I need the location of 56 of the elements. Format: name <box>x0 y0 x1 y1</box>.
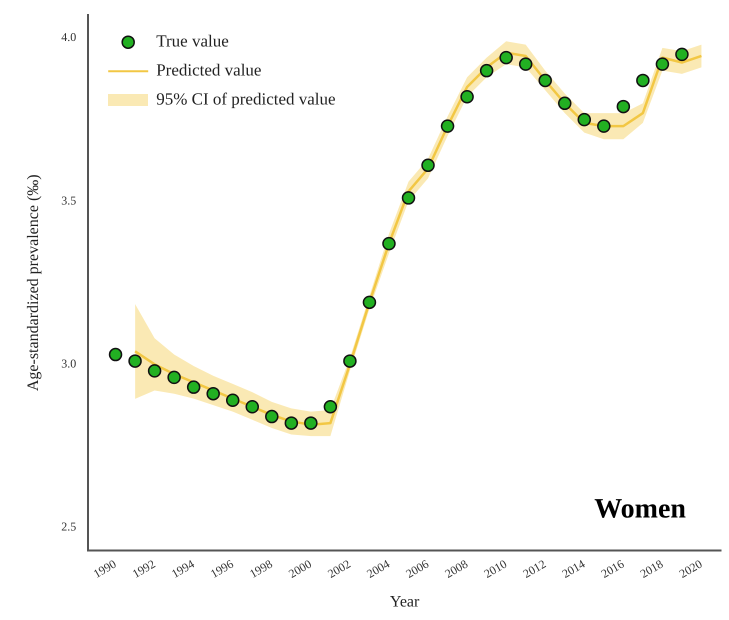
point <box>362 296 376 310</box>
x-tick-label: 2020 <box>676 556 705 581</box>
x-tick-label: 2016 <box>598 556 626 581</box>
point <box>440 119 454 133</box>
point <box>636 74 650 88</box>
point <box>480 64 494 78</box>
point <box>246 400 260 414</box>
legend-label: Predicted value <box>156 60 262 80</box>
x-tick-label: 2004 <box>364 556 392 581</box>
point <box>186 380 200 394</box>
x-tick-label: 1994 <box>168 556 197 581</box>
x-tick-label: 1996 <box>208 556 236 581</box>
point <box>558 96 572 110</box>
x-axis-title: Year <box>390 594 420 611</box>
point <box>304 416 318 430</box>
x-tick-label: 2002 <box>325 556 353 581</box>
point <box>538 74 552 88</box>
point <box>382 236 396 250</box>
point <box>265 410 279 424</box>
x-tick-label: 2008 <box>442 556 470 581</box>
y-tick-label: 2.5 <box>61 520 76 534</box>
point <box>128 354 142 368</box>
point <box>343 354 357 368</box>
x-tick-label: 1990 <box>90 556 119 581</box>
point <box>578 112 592 126</box>
x-tick-label: 2010 <box>481 556 510 581</box>
point <box>616 100 630 114</box>
x-tick-label: 2000 <box>286 556 314 581</box>
point <box>167 370 181 384</box>
point <box>421 158 435 172</box>
annotation: 95% CI of predicted value <box>156 90 336 109</box>
point <box>597 119 611 133</box>
point <box>324 400 338 414</box>
annotation: Women <box>594 493 686 524</box>
point <box>656 57 670 71</box>
point <box>284 416 298 430</box>
y-axis-title: Age-standardized prevalence (‰) <box>24 174 42 392</box>
point <box>206 386 220 400</box>
y-tick-label: 4.0 <box>61 30 76 44</box>
point <box>226 393 240 407</box>
point <box>518 57 532 71</box>
x-tick-label: 2006 <box>403 556 432 581</box>
point <box>108 348 122 362</box>
x-tick-label: 2014 <box>560 556 588 581</box>
y-tick-label: 3.0 <box>61 356 76 370</box>
point <box>460 90 474 104</box>
point <box>675 48 689 62</box>
x-tick-label: 2018 <box>638 556 666 581</box>
point <box>402 191 416 205</box>
x-tick-label: 2012 <box>520 556 548 581</box>
x-tick-label: 1992 <box>130 556 158 581</box>
point <box>499 50 513 64</box>
point <box>148 364 162 378</box>
y-tick-label: 3.5 <box>61 193 76 208</box>
legend-label: True value <box>156 32 229 51</box>
x-tick-label: 1998 <box>247 556 275 581</box>
